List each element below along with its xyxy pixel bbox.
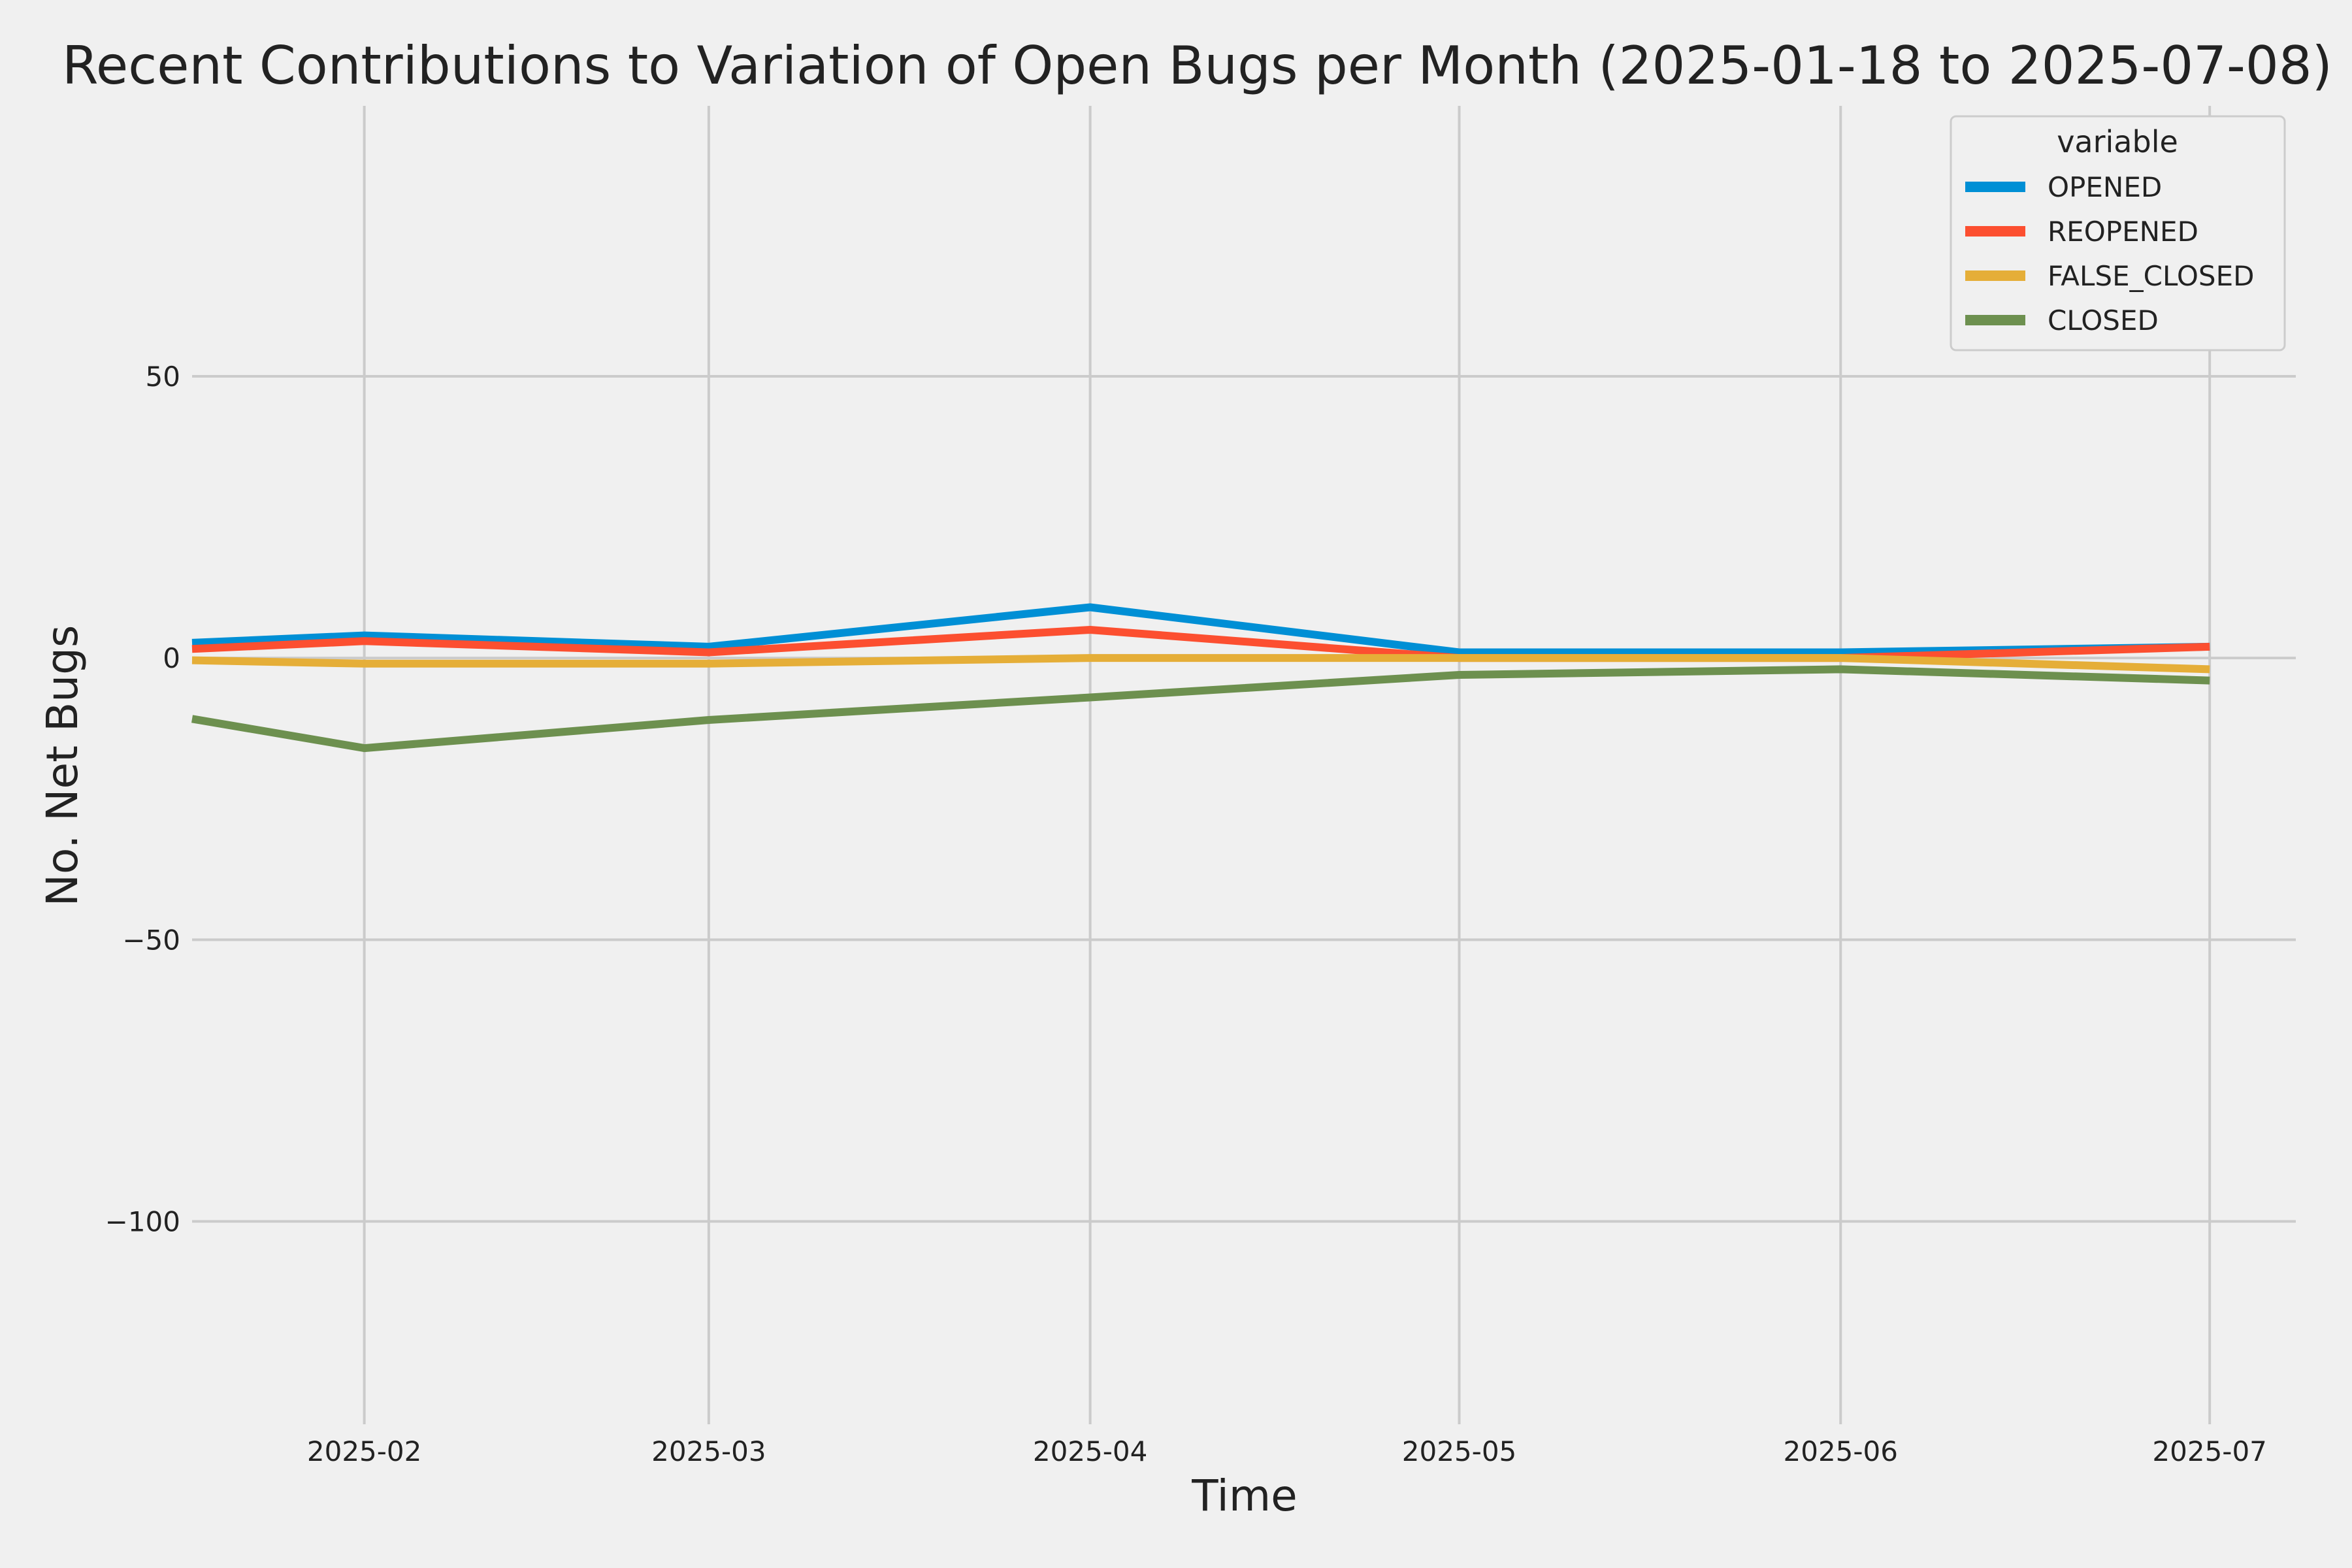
x-tick-label: 2025-02 xyxy=(307,1435,422,1467)
series-line-opened xyxy=(191,603,2210,657)
x-tick-label: 2025-04 xyxy=(1033,1435,1148,1467)
x-tick-label: 2025-06 xyxy=(1784,1435,1899,1467)
y-tick-label: 0 xyxy=(163,642,180,674)
x-tick-label: 2025-05 xyxy=(1402,1435,1517,1467)
legend-label: CLOSED xyxy=(2048,304,2159,336)
legend: variable OPENED REOPENED FALSE_CLOSED CLOSE… xyxy=(1950,115,2286,351)
series-line-false-closed xyxy=(191,654,2210,674)
y-tick-label: 50 xyxy=(146,361,180,393)
series-line-closed xyxy=(191,665,2210,753)
legend-items: OPENED REOPENED FALSE_CLOSED CLOSED xyxy=(1965,171,2254,336)
legend-label: FALSE_CLOSED xyxy=(2048,260,2254,292)
y-tick-label: −50 xyxy=(122,924,180,956)
chart-title: Recent Contributions to Variation of Ope… xyxy=(62,35,2332,96)
legend-label: REOPENED xyxy=(2048,216,2198,248)
legend-box xyxy=(1950,115,2286,351)
x-axis-label: Time xyxy=(1191,1471,1298,1521)
legend-label: OPENED xyxy=(2048,171,2162,203)
axis-ticks: 50 0 −50 −100 2025-02 2025-03 2025-04 2025-05 20… xyxy=(105,361,2267,1467)
grid-lines xyxy=(192,106,2296,1424)
x-tick-label: 2025-03 xyxy=(651,1435,766,1467)
series-line-reopened xyxy=(191,626,2210,662)
legend-title: variable xyxy=(2057,124,2178,159)
y-tick-label: −100 xyxy=(105,1206,180,1238)
series-lines xyxy=(191,603,2210,753)
y-axis-label: No. Net Bugs xyxy=(37,625,88,907)
x-tick-label: 2025-07 xyxy=(2152,1435,2267,1467)
